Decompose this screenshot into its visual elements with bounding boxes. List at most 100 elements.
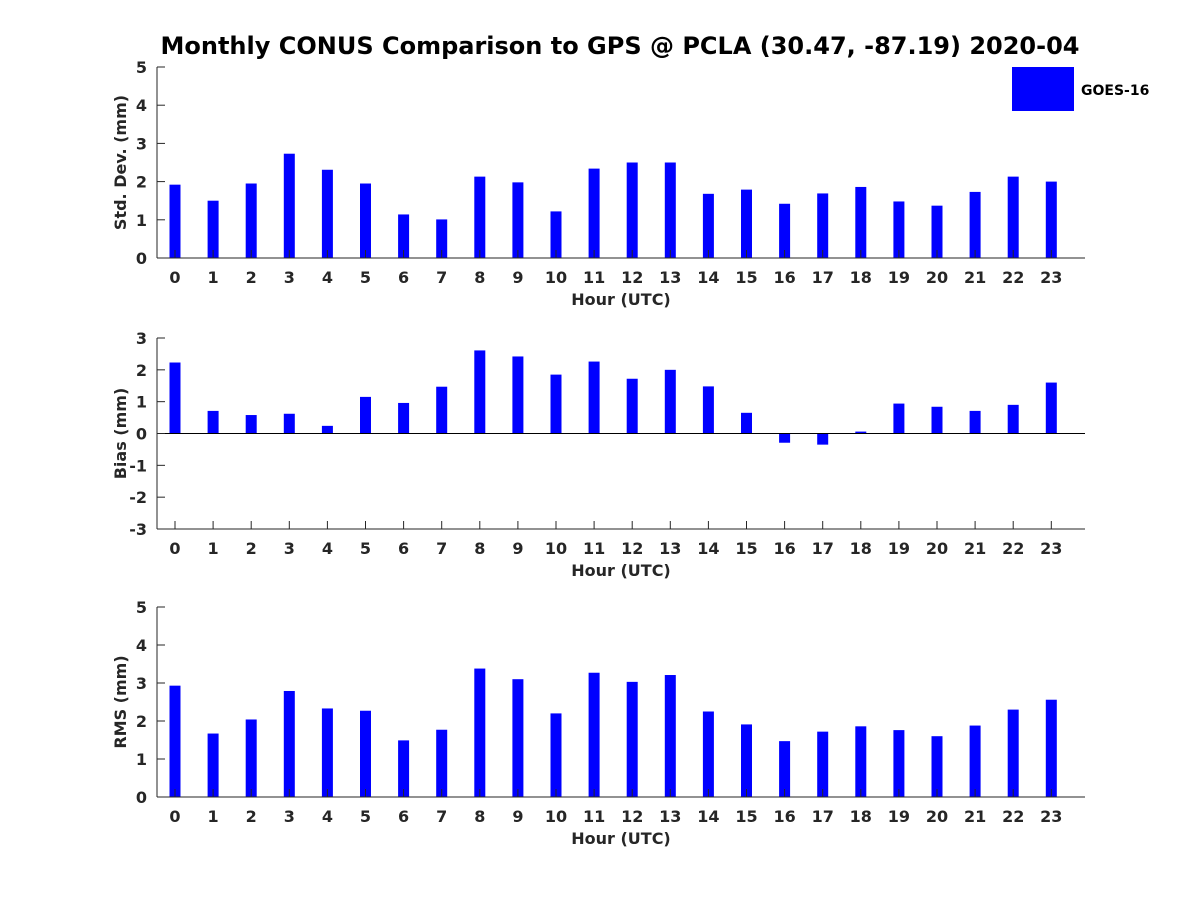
chart-title: Monthly CONUS Comparison to GPS @ PCLA (… — [161, 32, 1080, 60]
y-tick-label: 5 — [136, 58, 147, 77]
x-tick-label: 0 — [169, 268, 180, 287]
bar — [741, 724, 752, 797]
x-tick-label: 9 — [512, 268, 523, 287]
bar — [512, 356, 524, 434]
y-tick-label: -1 — [129, 456, 147, 475]
bar — [893, 403, 905, 434]
bar — [550, 211, 562, 258]
x-tick-label: 6 — [398, 539, 409, 558]
x-tick-label: 14 — [697, 268, 719, 287]
x-tick-label: 6 — [398, 807, 409, 826]
x-tick-label: 18 — [850, 268, 872, 287]
x-tick-label: 13 — [659, 539, 681, 558]
x-tick-label: 20 — [926, 268, 948, 287]
bar — [474, 668, 486, 797]
x-tick-label: 12 — [621, 539, 643, 558]
bar — [626, 681, 638, 797]
y-tick-label: 5 — [136, 598, 147, 617]
x-tick-label: 2 — [246, 268, 257, 287]
bar — [969, 410, 981, 434]
y-tick-label: 3 — [136, 329, 147, 348]
bar — [626, 162, 638, 258]
bar — [474, 176, 486, 258]
bar — [588, 168, 600, 258]
bar — [1045, 699, 1057, 797]
bar — [169, 362, 181, 434]
bar — [969, 191, 981, 258]
bar — [169, 685, 181, 797]
y-tick-label: 4 — [136, 96, 147, 115]
x-tick-label: 18 — [850, 539, 872, 558]
x-tick-label: 17 — [812, 268, 834, 287]
bar — [550, 713, 562, 797]
x-tick-label: 20 — [926, 539, 948, 558]
y-axis-label: Std. Dev. (mm) — [111, 95, 130, 230]
y-tick-label: -3 — [129, 520, 147, 539]
x-tick-label: 22 — [1002, 539, 1024, 558]
bar — [245, 183, 257, 258]
y-tick-label: 1 — [136, 211, 147, 230]
bar — [245, 719, 257, 797]
y-tick-label: 1 — [136, 750, 147, 769]
bar — [893, 201, 905, 258]
x-tick-label: 7 — [436, 539, 447, 558]
bar — [436, 386, 448, 434]
bar — [360, 710, 371, 797]
bar — [1007, 709, 1019, 797]
x-tick-label: 2 — [246, 539, 257, 558]
x-tick-label: 21 — [964, 807, 986, 826]
y-tick-label: -2 — [129, 488, 147, 507]
x-tick-label: 0 — [169, 539, 180, 558]
x-tick-label: 22 — [1002, 268, 1024, 287]
bar — [702, 193, 714, 258]
bar — [1045, 181, 1057, 258]
x-tick-label: 15 — [735, 268, 757, 287]
bar — [398, 740, 410, 797]
x-tick-label: 3 — [284, 539, 295, 558]
x-tick-label: 1 — [208, 539, 219, 558]
x-tick-label: 23 — [1040, 539, 1062, 558]
bar — [664, 162, 676, 258]
bar — [283, 153, 295, 258]
x-tick-label: 12 — [621, 268, 643, 287]
legend-swatch — [1012, 67, 1074, 111]
bar — [436, 729, 448, 797]
x-tick-label: 3 — [284, 268, 295, 287]
y-axis-label: Bias (mm) — [111, 388, 130, 480]
bar — [245, 415, 257, 434]
x-tick-label: 10 — [545, 268, 567, 287]
bar — [931, 205, 943, 258]
x-tick-label: 23 — [1040, 268, 1062, 287]
x-tick-label: 21 — [964, 268, 986, 287]
x-tick-label: 10 — [545, 807, 567, 826]
bar — [321, 425, 333, 434]
bar — [398, 402, 410, 434]
x-tick-label: 5 — [360, 268, 371, 287]
x-tick-label: 16 — [773, 807, 795, 826]
x-tick-label: 5 — [360, 807, 371, 826]
bar — [702, 386, 714, 434]
x-tick-label: 7 — [436, 268, 447, 287]
x-tick-label: 20 — [926, 807, 948, 826]
x-tick-label: 6 — [398, 268, 409, 287]
x-tick-label: 21 — [964, 539, 986, 558]
bar — [512, 182, 524, 258]
bar — [360, 183, 371, 258]
bar — [588, 361, 600, 434]
y-tick-label: 2 — [136, 361, 147, 380]
x-tick-label: 2 — [246, 807, 257, 826]
y-tick-label: 2 — [136, 173, 147, 192]
y-tick-label: 0 — [136, 249, 147, 268]
x-tick-label: 19 — [888, 807, 910, 826]
x-tick-label: 12 — [621, 807, 643, 826]
y-tick-label: 2 — [136, 712, 147, 731]
x-tick-label: 22 — [1002, 807, 1024, 826]
x-tick-label: 16 — [773, 268, 795, 287]
bar — [283, 413, 295, 434]
bar — [931, 406, 943, 434]
bar — [779, 203, 791, 258]
bar — [817, 193, 829, 258]
